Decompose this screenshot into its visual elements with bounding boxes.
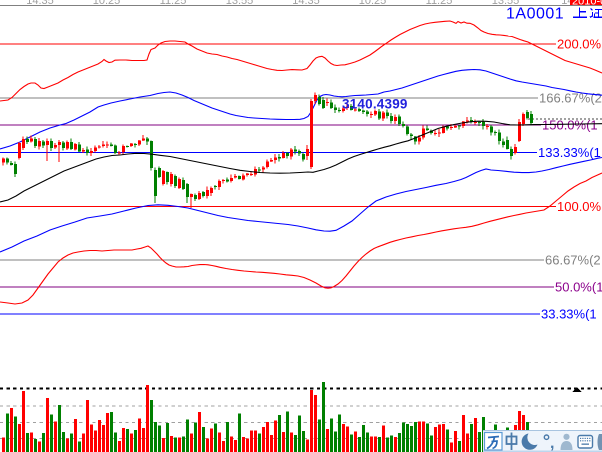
svg-text:50.0%(1: 50.0%(1 — [555, 280, 602, 295]
svg-text:33.33%(1: 33.33%(1 — [541, 307, 597, 322]
svg-text:150.0%(1: 150.0%(1 — [542, 118, 598, 133]
svg-text:3140.4399: 3140.4399 — [342, 97, 408, 112]
svg-text:10:25: 10:25 — [359, 0, 387, 7]
svg-text:,: , — [550, 435, 554, 452]
svg-text:100.0%: 100.0% — [557, 199, 602, 214]
svg-text:66.67%(2: 66.67%(2 — [545, 253, 601, 268]
svg-text:14:35: 14:35 — [292, 0, 320, 7]
svg-text:166.67%(2: 166.67%(2 — [539, 91, 602, 106]
svg-text:11:25: 11:25 — [426, 0, 453, 7]
svg-text:2010-0: 2010-0 — [572, 0, 602, 8]
svg-text:11:25: 11:25 — [160, 0, 187, 7]
svg-text:13:55: 13:55 — [492, 0, 520, 7]
svg-text:133.33%(1: 133.33%(1 — [538, 145, 601, 160]
svg-text:14:35: 14:35 — [26, 0, 54, 7]
svg-text:13:55: 13:55 — [226, 0, 254, 7]
svg-text:1A0001: 1A0001 — [506, 6, 564, 23]
svg-text:10:25: 10:25 — [93, 0, 121, 7]
svg-text:200.0%: 200.0% — [557, 37, 602, 52]
